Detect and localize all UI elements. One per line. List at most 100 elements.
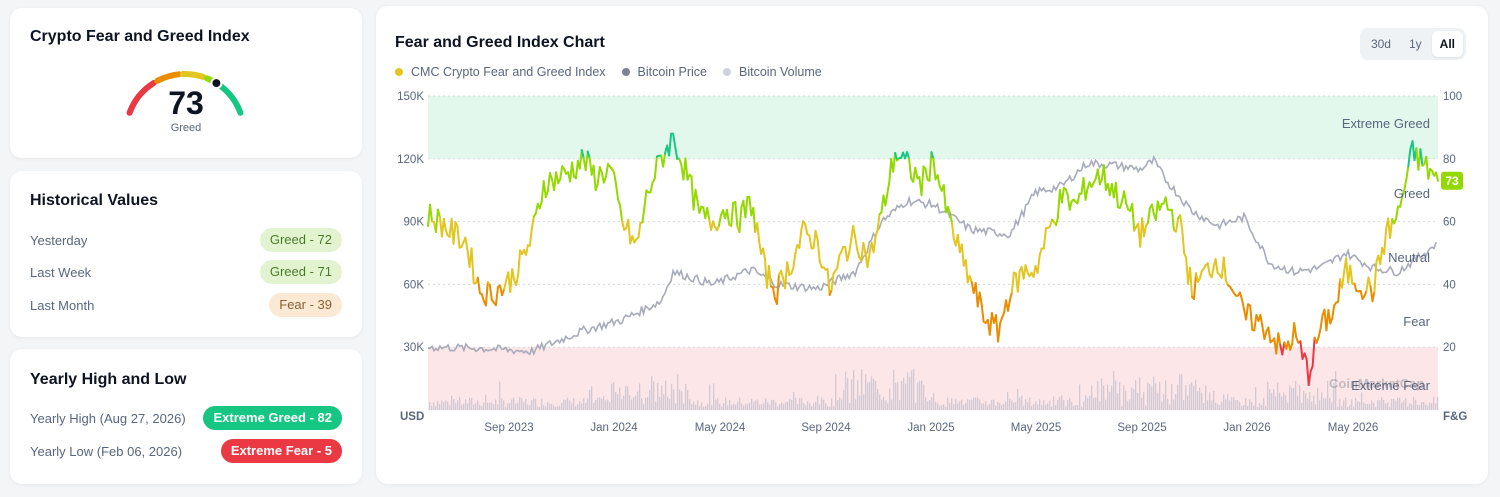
yearly-title: Yearly High and Low: [30, 371, 187, 388]
legend-item-bitcoin-volume[interactable]: Bitcoin Volume: [723, 65, 822, 79]
volume-bar: [1009, 398, 1011, 410]
volume-bar: [995, 405, 997, 410]
volume-bar: [1405, 398, 1407, 410]
yearly-high-row: Yearly High (Aug 27, 2026) Extreme Greed…: [30, 406, 342, 430]
fear-greed-line-segment: [653, 155, 658, 180]
fear-greed-line-segment: [794, 244, 799, 255]
volume-bar: [671, 383, 673, 410]
volume-bar: [951, 398, 953, 410]
volume-bar: [655, 401, 657, 410]
volume-bar: [875, 380, 877, 410]
fear-greed-line-segment: [1419, 148, 1424, 167]
volume-bar: [989, 404, 991, 410]
range-tab-30d[interactable]: 30d: [1370, 37, 1391, 51]
fear-greed-line-segment: [662, 152, 667, 168]
fear-greed-line-segment: [928, 151, 933, 182]
legend-dot-icon: [621, 68, 630, 76]
volume-bar: [887, 403, 889, 410]
volume-bar: [505, 406, 507, 410]
fear-greed-line-segment: [1143, 224, 1147, 238]
extreme-greed-zone: [428, 96, 1438, 159]
fear-greed-line-segment: [856, 248, 861, 259]
volume-bar: [809, 403, 811, 410]
fear-greed-line-segment: [1060, 186, 1065, 204]
volume-bar: [823, 399, 825, 410]
yearly-high-date: (Aug 27, 2026): [99, 410, 186, 426]
volume-bar: [565, 399, 567, 410]
range-tab-1y[interactable]: 1y: [1408, 37, 1422, 51]
volume-bar: [1097, 381, 1099, 410]
volume-bar: [447, 401, 449, 410]
fear-greed-line-segment: [968, 275, 973, 284]
fear-greed-line-segment: [476, 276, 481, 295]
volume-bar: [835, 374, 837, 410]
volume-bar: [807, 401, 809, 410]
volume-bar: [595, 399, 597, 410]
volume-bar: [853, 370, 855, 410]
volume-bar: [939, 405, 941, 410]
legend-item-bitcoin-price[interactable]: Bitcoin Price: [621, 65, 707, 79]
volume-bar: [837, 399, 839, 410]
fear-greed-line-segment: [980, 302, 985, 323]
fear-greed-line-segment: [816, 239, 821, 263]
volume-bar: [621, 398, 623, 410]
volume-bar: [643, 404, 645, 410]
fear-greed-line-segment: [866, 251, 871, 269]
volume-bar: [545, 406, 547, 410]
volume-bar: [1243, 405, 1245, 410]
fear-greed-line-segment: [1293, 322, 1298, 339]
fear-greed-line-segment: [1154, 200, 1159, 221]
volume-bar: [1319, 400, 1321, 410]
volume-bar: [1361, 392, 1363, 410]
volume-bar: [1113, 370, 1115, 410]
volume-bar: [491, 402, 493, 410]
volume-bar: [1305, 393, 1307, 410]
volume-bar: [731, 404, 733, 410]
fear-greed-line-segment: [908, 157, 913, 180]
fear-greed-line-segment: [586, 150, 591, 159]
fear-greed-line-segment: [546, 172, 551, 193]
volume-bar: [767, 402, 769, 410]
chart-plot-area[interactable]: Extreme Greed Greed Neutral Fear Extreme Fea…: [376, 6, 1488, 484]
legend-item-fear-greed[interactable]: CMC Crypto Fear and Greed Index: [395, 65, 606, 79]
gauge-needle-indicator: [210, 77, 223, 90]
range-tab-all[interactable]: All: [1431, 31, 1463, 57]
volume-bar: [443, 402, 445, 410]
volume-bar: [535, 398, 537, 410]
fear-greed-line-segment: [1024, 264, 1029, 274]
fear-greed-line-segment: [442, 218, 447, 231]
fear-greed-line-segment: [542, 180, 547, 199]
volume-bar: [1437, 397, 1439, 410]
volume-bar: [1023, 405, 1025, 410]
volume-bar: [1223, 394, 1225, 410]
volume-bar: [1185, 385, 1187, 410]
fear-greed-line-segment: [1425, 155, 1430, 180]
gauge-meter: [126, 70, 244, 116]
y-right-tick-label: 20: [1443, 342, 1456, 354]
volume-bar: [721, 406, 723, 410]
volume-bar: [1117, 393, 1119, 410]
volume-bar: [787, 401, 789, 410]
volume-bar: [1253, 405, 1255, 410]
fear-greed-line-segment: [1119, 200, 1124, 209]
volume-bar: [573, 398, 575, 410]
volume-bar: [1217, 403, 1219, 410]
fear-greed-line-segment: [613, 171, 617, 186]
volume-bar: [911, 370, 913, 410]
fear-greed-line-segment: [1102, 164, 1107, 191]
fear-greed-line-segment: [852, 224, 857, 238]
fear-greed-line-segment: [1379, 246, 1384, 265]
fear-greed-line-segment: [804, 223, 809, 236]
volume-bar: [1209, 392, 1211, 410]
volume-bar: [1403, 400, 1405, 410]
volume-bar: [1367, 403, 1369, 410]
volume-bar: [923, 384, 925, 410]
legend-dot-icon: [723, 68, 732, 76]
volume-bar: [1125, 390, 1127, 410]
volume-bar: [1239, 402, 1241, 410]
volume-bar: [723, 403, 725, 410]
volume-bar: [1315, 404, 1317, 410]
volume-bar: [1359, 402, 1361, 410]
volume-bar: [567, 397, 569, 410]
volume-bar: [937, 403, 939, 410]
